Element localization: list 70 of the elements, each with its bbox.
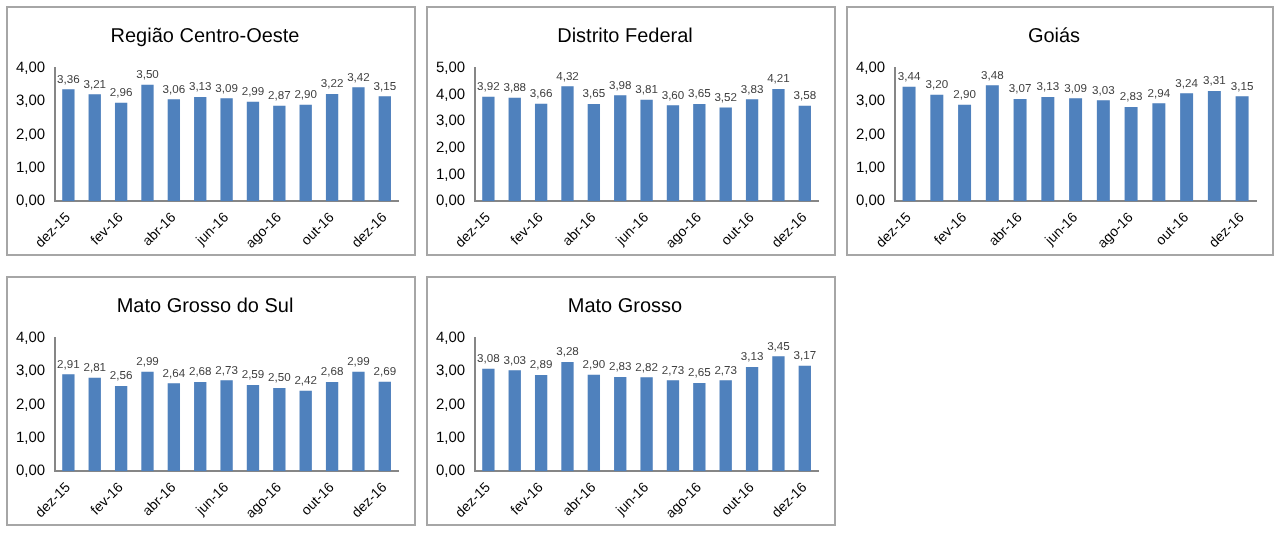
bar bbox=[719, 107, 732, 202]
bar bbox=[587, 374, 601, 472]
bar bbox=[1069, 98, 1083, 202]
bar bbox=[693, 103, 706, 202]
bar bbox=[1180, 93, 1194, 202]
bar bbox=[745, 99, 759, 202]
chart-title: Mato Grosso do Sul bbox=[116, 295, 294, 318]
bar bbox=[745, 366, 759, 472]
bar bbox=[561, 361, 574, 472]
bar bbox=[719, 380, 732, 472]
bar bbox=[194, 381, 207, 472]
chart-title: Mato Grosso bbox=[567, 295, 684, 318]
bar bbox=[666, 380, 680, 472]
bar bbox=[194, 96, 207, 202]
bar bbox=[325, 381, 339, 472]
bar bbox=[88, 377, 101, 472]
bar bbox=[1207, 90, 1221, 202]
bar bbox=[88, 94, 101, 202]
chart-title: Goiás bbox=[1027, 25, 1081, 48]
bar bbox=[930, 94, 944, 202]
bar bbox=[902, 86, 916, 202]
bar bbox=[772, 356, 785, 472]
bar bbox=[798, 105, 811, 202]
bar bbox=[114, 102, 128, 202]
bar bbox=[167, 383, 181, 472]
bar bbox=[220, 380, 233, 472]
bar bbox=[1013, 98, 1027, 202]
bar bbox=[587, 103, 601, 202]
bar bbox=[1041, 96, 1055, 202]
bar bbox=[352, 371, 365, 472]
bar bbox=[482, 368, 495, 472]
bar bbox=[378, 96, 391, 202]
bar bbox=[299, 104, 312, 202]
bar bbox=[1235, 96, 1249, 202]
bar bbox=[246, 101, 260, 202]
chart-title: Região Centro-Oeste bbox=[110, 25, 301, 48]
bar bbox=[141, 84, 154, 202]
bar bbox=[614, 95, 627, 202]
bar bbox=[220, 98, 233, 202]
bar bbox=[273, 105, 286, 202]
bar bbox=[508, 370, 521, 472]
bar bbox=[534, 374, 548, 472]
bar bbox=[62, 374, 75, 472]
bar bbox=[958, 104, 972, 202]
bar bbox=[378, 381, 391, 472]
bar bbox=[693, 382, 706, 472]
bar bbox=[508, 97, 521, 202]
bar bbox=[482, 96, 495, 202]
bar bbox=[772, 89, 785, 202]
bar bbox=[62, 89, 75, 202]
bar bbox=[141, 371, 154, 472]
bar bbox=[614, 376, 627, 472]
bar bbox=[561, 86, 574, 202]
bar bbox=[666, 105, 680, 202]
bar bbox=[114, 385, 128, 472]
bar bbox=[798, 365, 811, 472]
bar bbox=[534, 103, 548, 202]
bar bbox=[299, 390, 312, 472]
bar bbox=[325, 93, 339, 202]
bar bbox=[1152, 103, 1166, 202]
chart-title: Distrito Federal bbox=[557, 25, 693, 48]
bar bbox=[1124, 106, 1138, 202]
bar bbox=[246, 384, 260, 472]
bar bbox=[985, 85, 999, 202]
bar bbox=[640, 377, 653, 472]
bar bbox=[352, 87, 365, 202]
bar bbox=[1096, 100, 1110, 202]
bar bbox=[167, 99, 181, 202]
bar bbox=[273, 387, 286, 472]
bar bbox=[640, 99, 653, 202]
